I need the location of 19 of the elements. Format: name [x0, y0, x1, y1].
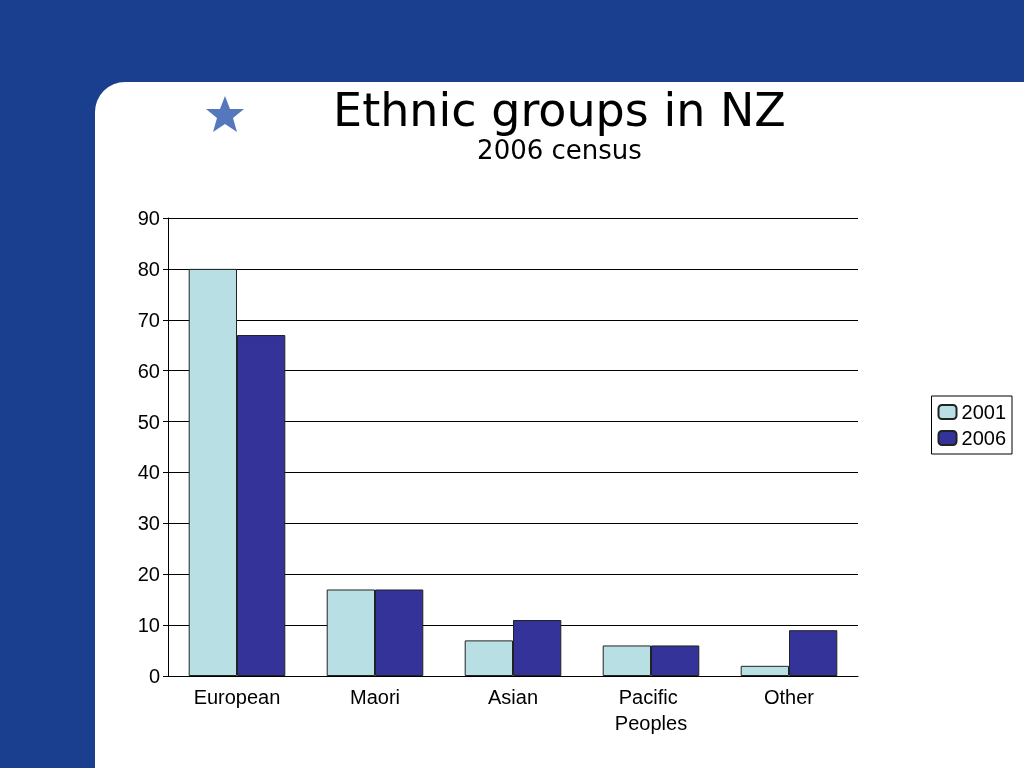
y-tick-label: 70 — [137, 308, 160, 331]
y-tick-label: 0 — [148, 665, 160, 687]
chart-title: Ethnic groups in NZ — [333, 83, 786, 137]
x-tick-label: European — [193, 686, 281, 708]
y-tick-label: 90 — [137, 207, 160, 229]
legend-label: 2001 — [961, 401, 1007, 423]
x-tick-label: Maori — [349, 686, 401, 708]
y-tick-label: 10 — [137, 614, 160, 637]
legend-label: 2006 — [961, 427, 1007, 449]
x-tick-label: Pacific Peoples — [614, 686, 688, 734]
chart-subtitle: 2006 census — [477, 135, 642, 165]
y-tick-label: 80 — [137, 257, 160, 280]
y-tick-label: 60 — [137, 359, 160, 382]
x-tick-label: Other — [763, 686, 815, 708]
y-tick-label: 40 — [137, 461, 160, 484]
y-tick-label: 50 — [137, 410, 160, 433]
y-tick-label: 30 — [137, 512, 160, 535]
x-tick-label: Asian — [487, 686, 539, 708]
y-tick-label: 20 — [137, 563, 160, 586]
